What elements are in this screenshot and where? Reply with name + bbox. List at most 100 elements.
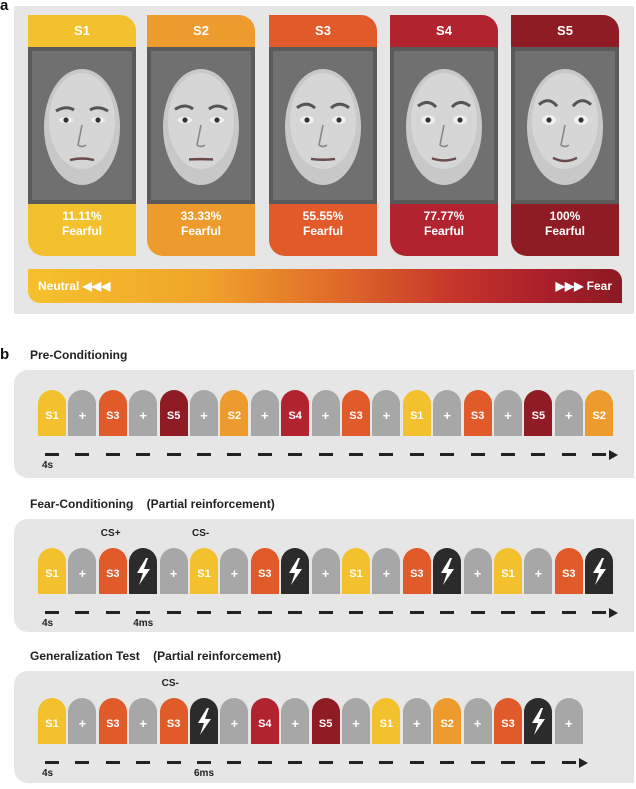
stimulus-card-s4: S4 77.77% Fearful (390, 15, 498, 256)
stimulus-card-caption: 77.77% Fearful (390, 204, 498, 256)
timeline-tick (257, 761, 272, 764)
fixation-cross-tile: + (524, 548, 553, 594)
shock-icon (190, 698, 218, 744)
shock-icon (281, 548, 310, 594)
fixation-cross-tile: + (372, 548, 401, 594)
shock-icon (129, 548, 158, 594)
fixation-cross-tile: + (554, 390, 583, 436)
timeline-tick (197, 761, 211, 764)
timeline-tick (470, 761, 485, 764)
fear-percentage: 11.11% (62, 209, 102, 223)
stimulus-tile: S1 (38, 698, 66, 744)
timeline-tick (349, 761, 363, 764)
timeline-tick (409, 761, 424, 764)
timeline-tick (349, 611, 363, 614)
fear-percentage: 77.77% (423, 209, 465, 223)
timeline-tick (531, 761, 546, 764)
timeline-arrow-icon (609, 608, 619, 618)
stimulus-tile: S1 (372, 698, 401, 744)
duration-label: 4s (42, 768, 54, 779)
face-photo (28, 47, 136, 204)
stimulus-tile: S5 (524, 390, 553, 436)
timeline-tick (561, 761, 576, 764)
fixation-cross-tile: + (129, 390, 158, 436)
stimulus-tile: S3 (494, 698, 522, 744)
stimulus-tile: S3 (342, 390, 370, 436)
stimulus-card-s1: S1 11.11% Fearful (28, 15, 136, 256)
timeline-tick (470, 453, 485, 456)
stimulus-card-title: S2 (193, 23, 209, 38)
timeline-tick (257, 453, 272, 456)
stimulus-card-title: S3 (315, 23, 331, 38)
stimulus-tile: S1 (38, 390, 66, 436)
timeline-tick (379, 453, 394, 456)
fear-gradient-bar: Neutral ◀◀◀ ▶▶▶ Fear (28, 269, 622, 303)
timeline-tick (45, 611, 59, 614)
fixation-cross-tile: + (554, 698, 583, 744)
stimulus-tile: S3 (402, 548, 431, 594)
stimulus-tile: S3 (554, 548, 583, 594)
section-title: Generalization Test (Partial reinforceme… (30, 649, 282, 663)
shock-icon (585, 548, 614, 594)
stimulus-card-caption: 11.11% Fearful (28, 204, 136, 256)
stimulus-card-title: S5 (557, 23, 573, 38)
fixation-cross-tile: + (68, 698, 97, 744)
timeline-tick (257, 611, 272, 614)
section-title: Fear-Conditioning (Partial reinforcement… (30, 497, 275, 511)
fixation-cross-tile: + (281, 698, 310, 744)
stimulus-tile: S2 (220, 390, 249, 436)
timeline-tick (349, 453, 363, 456)
fear-label: ▶▶▶ Fear (555, 279, 612, 293)
timeline-tick (105, 761, 120, 764)
fixation-cross-tile: + (250, 390, 279, 436)
panel-a: S1 11.11% Fearful S2 33.33% Fearful S3 55.55% Fe… (14, 6, 634, 314)
neutral-label: Neutral ◀◀◀ (38, 279, 111, 293)
fixation-cross-tile: + (372, 390, 401, 436)
stimulus-tile: S3 (463, 390, 492, 436)
condition-label: CS+ (100, 528, 121, 539)
duration-label: 4ms (133, 618, 154, 629)
timeline-tick (227, 453, 242, 456)
timeline-tick (440, 761, 455, 764)
shock-icon (433, 548, 462, 594)
fear-percentage: 55.55% (302, 209, 344, 223)
panel-b-label: b (0, 346, 10, 363)
fixation-cross-tile: + (220, 548, 249, 594)
timeline-tick (318, 761, 333, 764)
timeline-tick (75, 611, 90, 614)
stimulus-tile: S1 (402, 390, 431, 436)
stimulus-tile: S3 (98, 548, 127, 594)
timeline-tick (318, 611, 333, 614)
fixation-cross-tile: + (190, 390, 218, 436)
timeline-tick (531, 453, 546, 456)
timeline-tick (136, 611, 151, 614)
fixation-cross-tile: + (402, 698, 431, 744)
timeline-arrow-icon (609, 450, 619, 460)
timeline-tick (561, 453, 576, 456)
timeline-tick (501, 761, 515, 764)
panel-a-label: a (0, 0, 9, 14)
fear-word: Fearful (423, 224, 464, 238)
face-photo (390, 47, 498, 204)
stimulus-card-s2: S2 33.33% Fearful (147, 15, 255, 256)
fear-percentage: 100% (549, 209, 581, 223)
fear-word: Fearful (302, 224, 343, 238)
timeline-tick (592, 611, 607, 614)
timeline-tick (288, 453, 303, 456)
stimulus-card-title: S4 (436, 23, 452, 38)
stimulus-tile: S3 (98, 698, 127, 744)
timeline-tick (75, 761, 90, 764)
timeline-tick (45, 761, 59, 764)
condition-label: CS- (161, 678, 179, 689)
stimulus-tile: S2 (433, 698, 462, 744)
timeline-tick (440, 453, 455, 456)
timeline-tick (379, 611, 394, 614)
timeline-tick (592, 453, 607, 456)
timeline-tick (166, 611, 181, 614)
fixation-cross-tile: + (68, 548, 97, 594)
timeline-tick (288, 611, 303, 614)
timeline-arrow-icon (578, 758, 588, 768)
fixation-cross-tile: + (342, 698, 370, 744)
stimulus-card-caption: 100% Fearful (511, 204, 619, 256)
section-title: Pre-Conditioning (30, 348, 128, 362)
